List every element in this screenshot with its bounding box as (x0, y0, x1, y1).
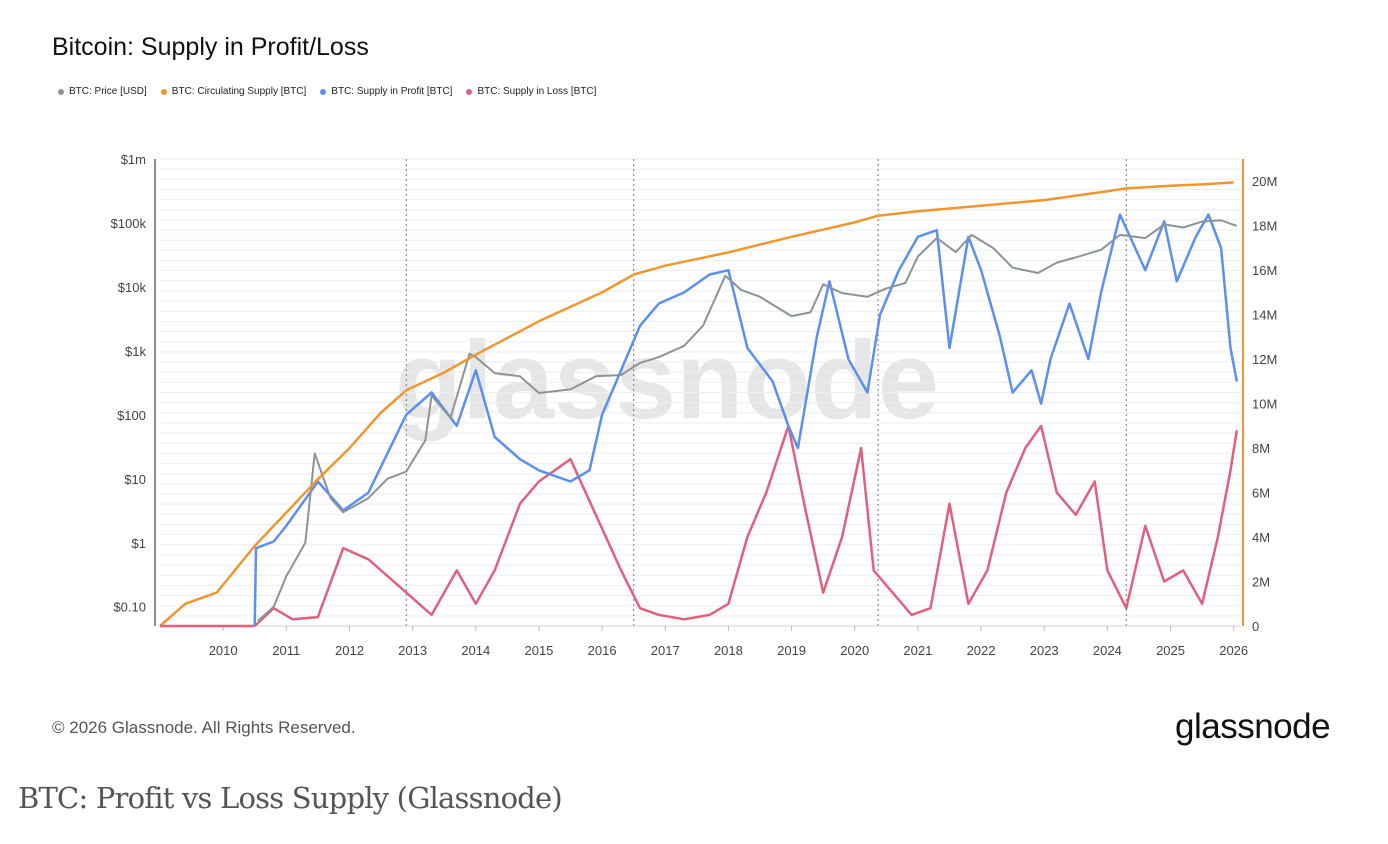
right-tick-label: 4M (1252, 530, 1270, 545)
x-tick-label: 2026 (1219, 643, 1248, 658)
legend-label-profit: BTC: Supply in Profit [BTC] (331, 86, 453, 97)
glassnode-logo: glassnode (1175, 707, 1331, 746)
left-tick-label: $10 (124, 472, 146, 487)
x-tick-label: 2010 (209, 643, 238, 658)
right-tick-label: 10M (1252, 397, 1277, 412)
price-series-line (257, 219, 1238, 622)
legend: BTC: Price [USD] BTC: Circulating Supply… (58, 86, 596, 97)
x-tick-label: 2012 (335, 643, 364, 658)
loss-series-line (253, 424, 1239, 627)
x-tick-label: 2021 (903, 643, 932, 658)
x-tick-label: 2015 (524, 643, 553, 658)
supply-series-line (159, 181, 1234, 627)
watermark-text: glassnode (395, 319, 939, 442)
legend-item-supply[interactable]: BTC: Circulating Supply [BTC] (160, 86, 307, 97)
x-tick-label: 2017 (651, 643, 680, 658)
legend-item-price[interactable]: BTC: Price [USD] (58, 86, 147, 97)
x-tick-label: 2025 (1156, 643, 1185, 658)
left-tick-label: $1m (121, 152, 146, 167)
right-tick-label: 6M (1252, 486, 1270, 501)
legend-label-loss: BTC: Supply in Loss [BTC] (477, 86, 597, 97)
x-tick-label: 2014 (461, 643, 490, 658)
left-tick-label: $1 (132, 536, 146, 551)
left-tick-label: $1k (125, 344, 146, 359)
right-tick-label: 16M (1252, 263, 1277, 278)
x-tick-label: 2024 (1093, 643, 1122, 658)
right-tick-label: 20M (1252, 174, 1277, 189)
figure-caption: BTC: Profit vs Loss Supply (Glassnode) (18, 781, 563, 815)
profit-series-line (253, 213, 1239, 627)
x-tick-label: 2016 (588, 643, 617, 658)
legend-label-price: BTC: Price [USD] (69, 86, 147, 97)
right-tick-label: 14M (1252, 308, 1277, 323)
x-tick-label: 2020 (840, 643, 869, 658)
chart-plot[interactable]: glassnode $1m$100k$10k$1k$100$10$1$0.10 … (0, 0, 1388, 700)
left-tick-label: $100k (111, 216, 147, 231)
legend-dot-price (58, 88, 64, 95)
right-tick-label: 8M (1252, 441, 1270, 456)
chart-title: Bitcoin: Supply in Profit/Loss (52, 33, 369, 61)
copyright-text: © 2026 Glassnode. All Rights Reserved. (52, 718, 356, 737)
left-tick-label: $0.10 (113, 600, 146, 615)
right-tick-label: 18M (1252, 219, 1277, 234)
right-tick-label: 12M (1252, 352, 1277, 367)
legend-dot-profit (320, 88, 327, 95)
right-tick-label: 2M (1252, 575, 1270, 590)
legend-dot-loss (466, 88, 473, 95)
left-axis-ticks: $1m $100k $10k $1k $100 $10 $1 $0.10 (111, 152, 147, 615)
x-tick-label: 2022 (967, 643, 996, 658)
grid-lines (160, 158, 1240, 627)
right-axis-ticks: 20M 18M 16M 14M 12M 10M 8M 6M 4M 2M 0 (1252, 174, 1277, 634)
x-tick-label: 2011 (272, 643, 300, 658)
legend-dot-supply (160, 88, 167, 95)
legend-item-loss[interactable]: BTC: Supply in Loss [BTC] (466, 86, 596, 97)
legend-label-supply: BTC: Circulating Supply [BTC] (171, 86, 307, 97)
legend-item-profit[interactable]: BTC: Supply in Profit [BTC] (320, 86, 452, 97)
x-tick-label: 2013 (398, 643, 427, 658)
left-tick-label: $100 (117, 408, 146, 423)
x-tick-label: 2019 (777, 643, 806, 658)
left-tick-label: $10k (118, 280, 147, 295)
x-tick-label: 2018 (714, 643, 743, 658)
x-axis-ticks: 2010 2011 2012 2013 2014 2015 2016 2017 2018 2019… (209, 626, 1248, 658)
right-tick-label: 0 (1252, 619, 1259, 634)
series-group (159, 181, 1239, 628)
x-tick-label: 2023 (1030, 643, 1059, 658)
axes (154, 159, 1244, 627)
